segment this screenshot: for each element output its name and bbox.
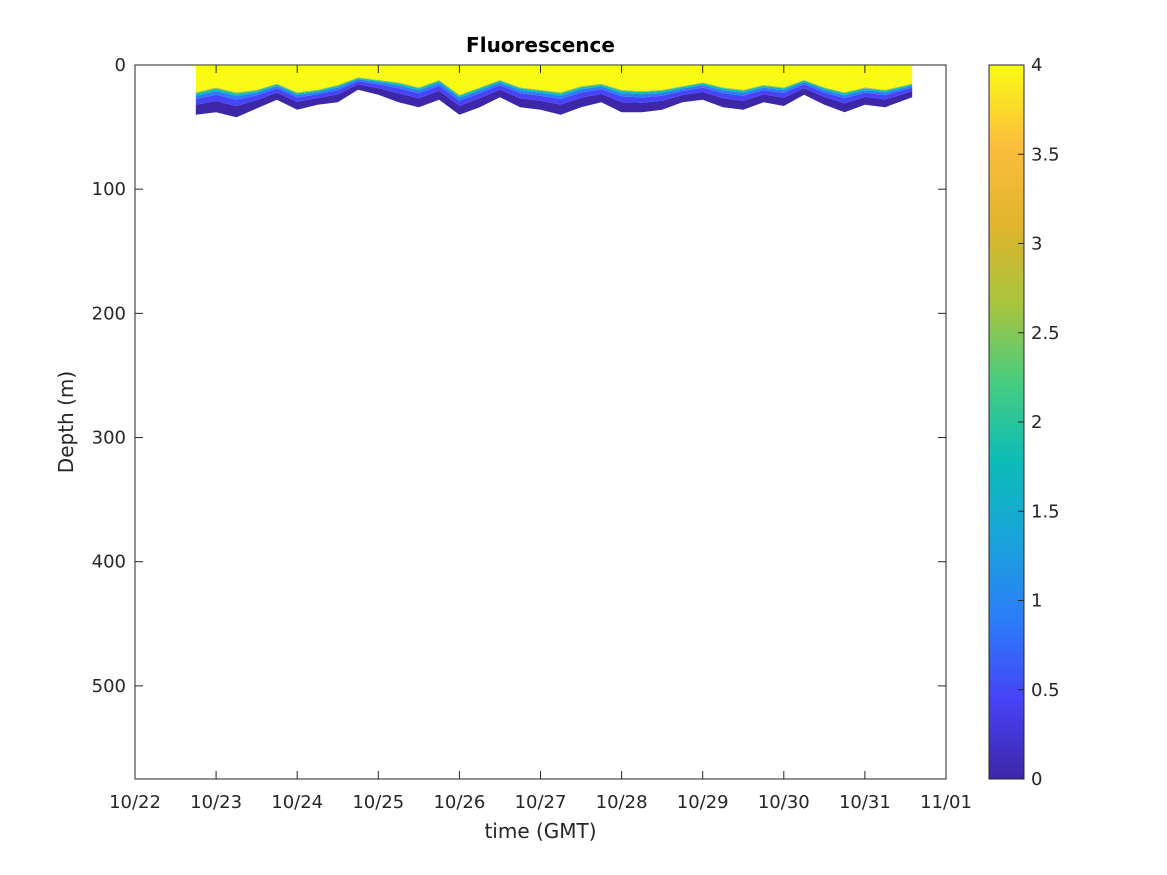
x-tick-label: 10/24 — [271, 792, 323, 813]
colorbar-tick-label: 1.5 — [1031, 501, 1060, 522]
y-tick-label: 0 — [115, 55, 126, 76]
fluorescence-band-4 — [195, 65, 913, 95]
y-tick-label: 100 — [92, 179, 126, 200]
x-tick-label: 10/28 — [596, 792, 648, 813]
chart-title: Fluorescence — [466, 33, 615, 57]
x-axis: 10/22 10/23 10/24 10/25 10/26 10/27 10/28 10/29… — [109, 65, 972, 813]
x-axis-label: time (GMT) — [484, 819, 596, 843]
y-tick-label: 300 — [92, 428, 126, 449]
x-tick-label: 10/23 — [190, 792, 242, 813]
x-tick-label: 10/30 — [758, 792, 810, 813]
colorbar-tick-label: 2.5 — [1031, 323, 1060, 344]
fluorescence-band-3 — [195, 77, 913, 96]
x-tick-label: 10/29 — [677, 792, 729, 813]
heatmap-data — [135, 65, 946, 118]
fluorescence-band-1 — [195, 79, 913, 101]
plot-area — [135, 65, 946, 779]
fluorescence-band-2 — [195, 78, 913, 98]
colorbar-tick-label: 1 — [1031, 591, 1042, 612]
y-tick-label: 400 — [92, 552, 126, 573]
colorbar-tick-label: 3.5 — [1031, 144, 1060, 165]
colorbar-tick-label: 4 — [1031, 55, 1042, 76]
x-tick-label: 11/01 — [920, 792, 972, 813]
x-tick-label: 10/31 — [839, 792, 891, 813]
x-tick-label: 10/26 — [433, 792, 485, 813]
colorbar-tick-label: 2 — [1031, 412, 1042, 433]
y-tick-label: 200 — [92, 303, 126, 324]
colorbar-tick-label: 0 — [1031, 769, 1042, 790]
y-axis-label: Depth (m) — [54, 371, 78, 473]
x-tick-label: 10/22 — [109, 792, 161, 813]
x-tick-label: 10/25 — [352, 792, 404, 813]
fluorescence-band-0 — [195, 84, 913, 118]
fluorescence-band-0-5 — [195, 81, 913, 106]
colorbar-tick-label: 3 — [1031, 234, 1042, 255]
y-tick-label: 500 — [92, 676, 126, 697]
y-axis: 0 100 200 300 400 500 — [92, 55, 946, 697]
colorbar-tick-label: 0.5 — [1031, 680, 1060, 701]
colorbar-axis: 0 0.5 1 1.5 2 2.5 3 3.5 4 — [1018, 55, 1060, 790]
x-tick-label: 10/27 — [515, 792, 567, 813]
